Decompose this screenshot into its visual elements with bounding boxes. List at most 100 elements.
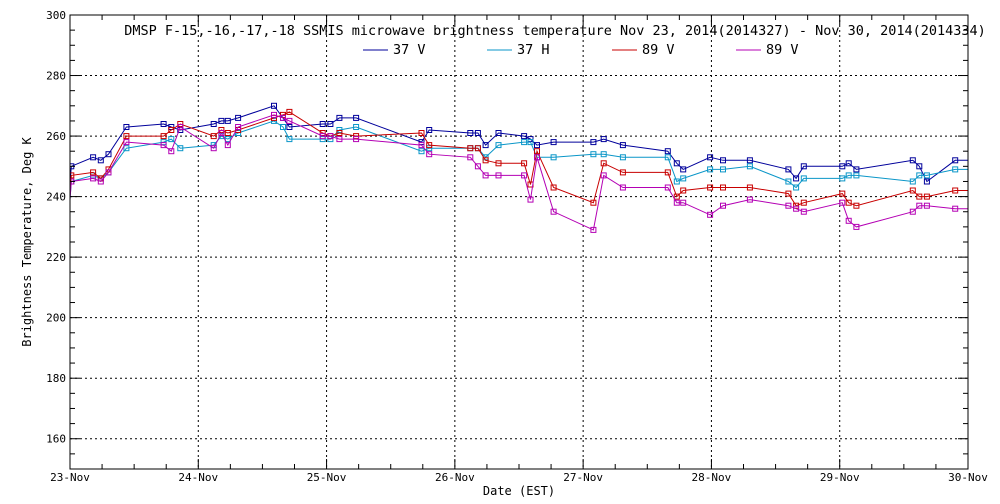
y-axis-label: Brightness Temperature, Deg K [20,136,34,346]
data-point [177,124,184,130]
data-point [550,208,557,215]
data-point [495,160,502,167]
data-point [923,178,930,185]
data-point [785,166,792,173]
data-point [286,124,293,130]
data-point [909,157,916,164]
data-point [521,133,528,140]
data-point [793,175,800,182]
data-point [839,190,846,197]
data-point [680,199,687,206]
x-tick-label: 28-Nov [692,471,732,484]
data-point [336,136,343,143]
y-tick-label: 300 [46,9,66,22]
data-point [280,124,286,130]
data-point [168,136,175,143]
data-point [286,117,293,124]
data-point [673,199,680,206]
data-point [218,130,225,136]
data-point [785,190,792,197]
data-point [271,102,277,109]
data-point [909,208,916,215]
data-point [210,121,217,127]
data-point [218,117,225,124]
data-point [916,163,923,170]
data-point [619,169,626,176]
series-line [70,120,968,200]
data-point [746,184,753,191]
data-point [664,148,671,155]
data-point [160,133,167,140]
data-point [746,196,753,203]
data-point [619,184,626,191]
data-point [952,187,959,194]
data-point [224,117,231,124]
data-point [426,145,433,152]
x-tick-label: 25-Nov [307,471,347,484]
y-tick-label: 260 [46,130,66,143]
data-point [521,139,528,146]
data-point [720,184,726,191]
data-point [680,175,687,182]
data-point [800,199,807,206]
data-point [853,166,860,173]
data-point [673,160,680,167]
y-tick-label: 220 [46,251,66,264]
data-point [793,184,800,191]
data-point [845,199,852,206]
data-point [168,148,175,155]
data-point [839,199,846,206]
y-tick-label: 280 [46,70,66,83]
data-point [534,148,540,155]
data-point [707,211,714,218]
data-point [600,136,607,143]
data-point [619,142,626,149]
data-point [319,133,326,140]
data-point [590,226,597,233]
data-point [123,124,130,130]
data-point [280,114,286,121]
data-point [952,166,959,173]
x-tick-label: 26-Nov [435,471,475,484]
data-point [426,142,433,149]
data-point [916,193,923,200]
data-point [224,130,231,136]
data-point [720,157,726,164]
data-point [474,145,481,152]
data-point [168,127,175,133]
data-point [853,223,860,230]
legend-label: 37 V [393,42,426,58]
data-point [909,178,916,185]
data-point [495,130,502,136]
data-point [418,142,425,149]
data-point [664,169,671,176]
data-point [952,157,959,164]
data-point [495,172,502,179]
data-point [353,114,360,121]
data-point [70,172,75,179]
x-tick-label: 29-Nov [820,471,860,484]
data-point [534,154,540,161]
data-point [235,124,242,130]
axis-layer: 160 180 200 220 240 260 280 300 23-Nov 24-Nov 25-N… [46,9,988,484]
data-point [680,166,687,173]
y-tick-label: 180 [46,372,66,385]
data-point [521,172,528,179]
data-point [286,136,293,143]
data-point [90,154,97,161]
data-point [845,217,852,224]
x-tick-label: 27-Nov [563,471,603,484]
data-point [916,202,923,209]
data-point [426,151,433,158]
data-point [467,130,474,136]
data-point [327,133,334,140]
data-point [160,121,167,127]
data-point [800,208,807,215]
y-tick-label: 200 [46,312,66,325]
data-point [680,187,687,194]
data-point [845,160,852,167]
legend: 37 V 37 H 89 V 89 V [363,42,799,58]
y-tick-label: 240 [46,191,66,204]
